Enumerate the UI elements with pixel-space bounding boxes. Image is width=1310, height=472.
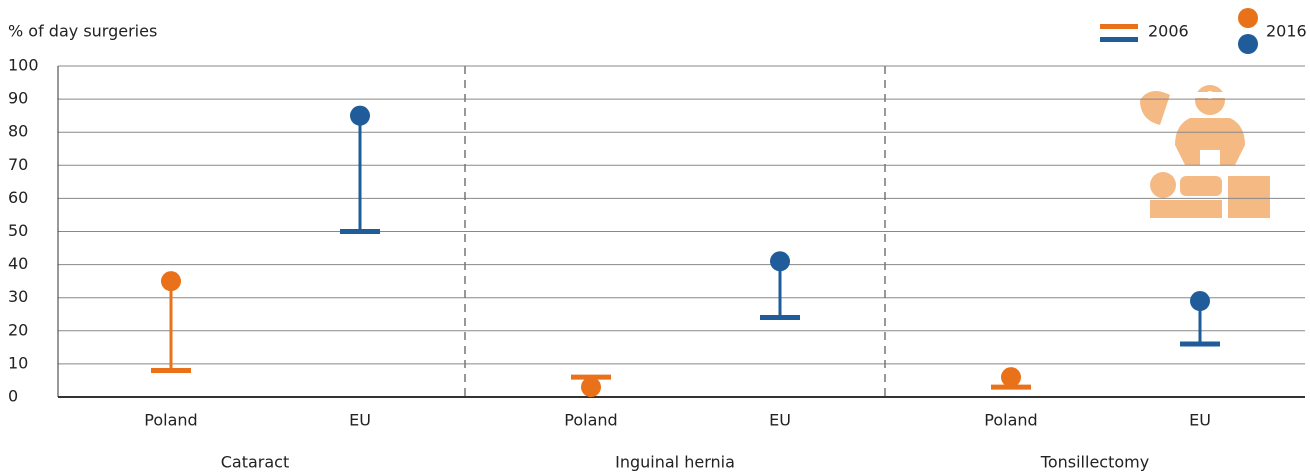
- y-axis-label: % of day surgeries: [8, 22, 157, 41]
- legend-swatch: [1100, 24, 1138, 29]
- y-tick-label: 30: [8, 287, 28, 306]
- x-tick-label: EU: [769, 411, 791, 430]
- x-tick-label: EU: [1189, 411, 1211, 430]
- marker-2016: [581, 377, 601, 398]
- y-tick-label: 40: [8, 254, 28, 273]
- x-tick-label: Poland: [564, 411, 617, 430]
- group-label: Inguinal hernia: [615, 453, 735, 472]
- surgeon-icon: [1140, 85, 1270, 218]
- y-tick-label: 70: [8, 155, 28, 174]
- y-tick-label: 10: [8, 353, 28, 372]
- legend-swatch: [1100, 37, 1138, 42]
- y-tick-label: 100: [8, 56, 39, 75]
- y-tick-label: 90: [8, 89, 28, 108]
- marker-2016: [1190, 291, 1210, 312]
- group-label: Tonsillectomy: [1040, 453, 1149, 472]
- y-tick-label: 0: [8, 387, 18, 406]
- legend-swatch: [1238, 34, 1258, 54]
- marker-2016: [350, 105, 370, 126]
- marker-2016: [770, 251, 790, 272]
- marker-2016: [161, 271, 181, 292]
- y-tick-label: 80: [8, 122, 28, 141]
- x-tick-label: Poland: [984, 411, 1037, 430]
- y-tick-label: 60: [8, 188, 28, 207]
- legend-label: 2016: [1266, 22, 1307, 41]
- marker-2016: [1001, 367, 1021, 388]
- y-tick-label: 50: [8, 221, 28, 240]
- x-tick-label: Poland: [144, 411, 197, 430]
- group-label: Cataract: [221, 453, 290, 472]
- y-tick-label: 20: [8, 320, 28, 339]
- legend-swatch: [1238, 8, 1258, 28]
- x-tick-label: EU: [349, 411, 371, 430]
- legend-label: 2006: [1148, 22, 1189, 41]
